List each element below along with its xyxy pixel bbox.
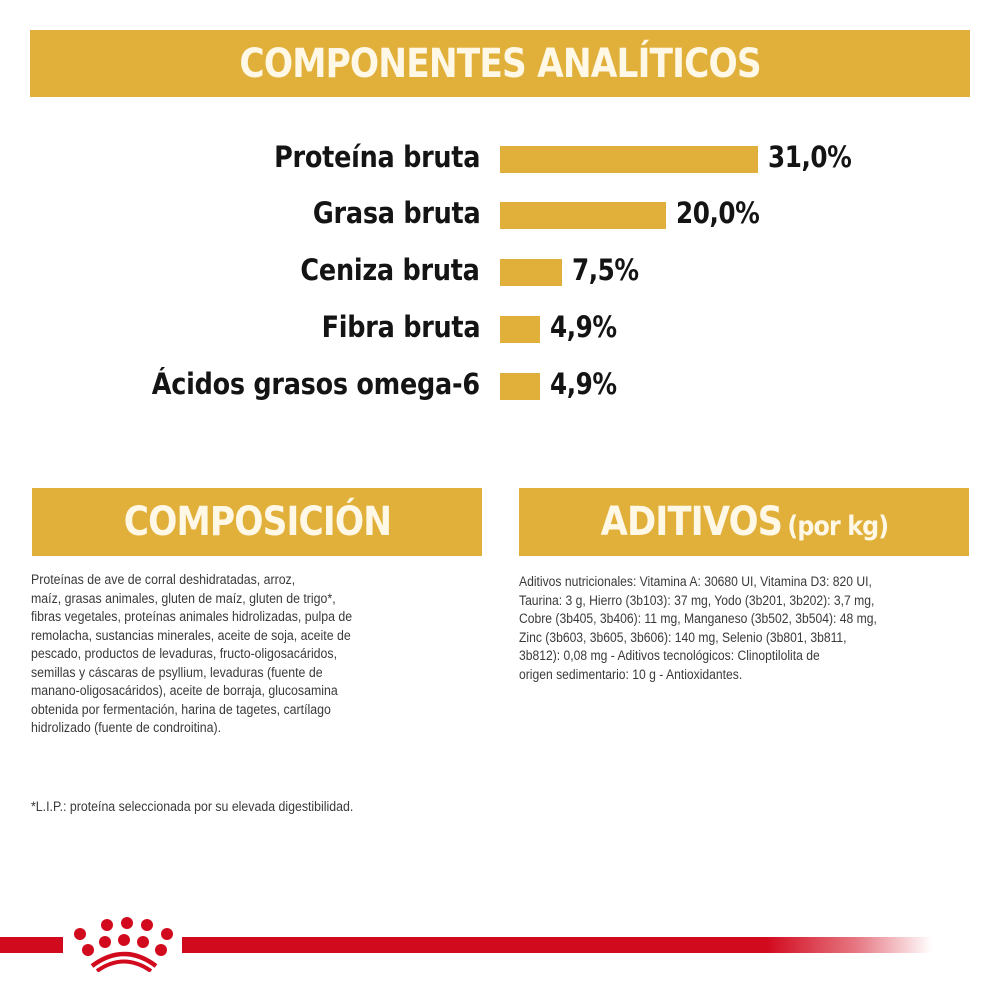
analytical-components-banner: COMPONENTES ANALÍTICOS [30, 30, 970, 97]
chart-bar [500, 373, 540, 400]
additives-banner: ADITIVOS (por kg) [519, 488, 969, 556]
chart-row-label: Grasa bruta [312, 196, 480, 230]
royal-canin-crown-icon [74, 917, 173, 972]
chart-row-value: 7,5% [572, 253, 639, 287]
analytical-components-chart: Proteína bruta 31,0% Grasa bruta 20,0% Ceniz… [0, 0, 1000, 460]
additives-title-suffix: (por kg) [786, 511, 889, 542]
text-line: Proteínas de ave de corral deshidratadas… [31, 572, 296, 588]
chart-row-label: Fibra bruta [321, 310, 480, 344]
chart-bar [500, 146, 758, 173]
text-line: pescado, productos de levaduras, fructo-… [31, 646, 338, 662]
chart-row-label: Ácidos grasos omega-6 [151, 367, 480, 401]
chart-bar [500, 259, 562, 286]
text-line: origen sedimentario: 10 g - Antioxidante… [519, 666, 743, 683]
chart-row-value: 4,9% [550, 367, 617, 401]
chart-row: Grasa bruta 20,0% [0, 196, 1000, 230]
chart-bar [500, 202, 666, 229]
chart-bar [500, 316, 540, 343]
text-line: manano-oligosacáridos), aceite de borraj… [31, 683, 338, 699]
chart-row-label: Ceniza bruta [300, 253, 480, 287]
text-line: maíz, grasas animales, gluten de maíz, g… [31, 590, 336, 607]
text-line: remolacha, sustancias minerales, aceite … [31, 627, 351, 644]
composition-banner: COMPOSICIÓN [32, 488, 482, 556]
text-line: obtenida por fermentación, harina de tag… [31, 701, 331, 718]
text-line: fibras vegetales, proteínas animales hid… [31, 609, 353, 625]
chart-row: Fibra bruta 4,9% [0, 310, 1000, 344]
chart-row-value: 4,9% [550, 310, 617, 344]
chart-row: Proteína bruta 31,0% [0, 140, 1000, 174]
text-line: Aditivos nutricionales: Vitamina A: 3068… [519, 574, 872, 590]
chart-row-value: 31,0% [768, 140, 852, 174]
text-line: semillas y cáscaras de psyllium, levadur… [31, 664, 323, 681]
analytical-components-title: COMPONENTES ANALÍTICOS [239, 40, 761, 87]
chart-row-label: Proteína bruta [273, 140, 480, 174]
chart-row: Ácidos grasos omega-6 4,9% [0, 367, 1000, 401]
composition-title: COMPOSICIÓN [123, 499, 391, 545]
text-line: 3b812): 0,08 mg - Aditivos tecnológicos:… [519, 648, 820, 664]
chart-row-value: 20,0% [676, 196, 760, 230]
footer-red-line-left [0, 937, 63, 953]
footer-red-line-right [182, 937, 932, 953]
text-line: hidrolizado (fuente de condroitina). [31, 720, 222, 736]
composition-text: Proteínas de ave de corral deshidratadas… [31, 571, 483, 738]
text-line: Zinc (3b603, 3b605, 3b606): 140 mg, Sele… [519, 629, 847, 646]
additives-title: ADITIVOS [600, 499, 782, 545]
text-line: Cobre (3b405, 3b406): 11 mg, Manganeso (… [519, 611, 877, 627]
text-line: Taurina: 3 g, Hierro (3b103): 37 mg, Yod… [519, 592, 875, 609]
composition-footnote: *L.I.P.: proteína seleccionada por su el… [31, 799, 354, 815]
additives-text: Aditivos nutricionales: Vitamina A: 3068… [519, 573, 964, 684]
chart-row: Ceniza bruta 7,5% [0, 253, 1000, 287]
